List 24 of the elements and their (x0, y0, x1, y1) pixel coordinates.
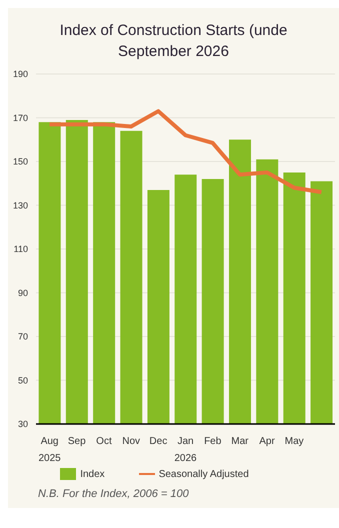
x-tick-label: Oct (96, 436, 112, 447)
y-tick-label: 170 (12, 112, 28, 123)
y-tick-label: 130 (12, 200, 28, 210)
x-tick-label: May (284, 436, 304, 447)
y-tick-label: 30 (18, 419, 28, 430)
x-tick-label: Feb (204, 436, 222, 447)
y-tick-label: 90 (18, 288, 28, 298)
y-tick-label: 190 (12, 69, 28, 80)
legend-label: Seasonally Adjusted (158, 468, 249, 480)
legend-label: Index (80, 468, 105, 480)
y-tick-label: 70 (18, 332, 28, 342)
y-tick-label: 50 (18, 375, 28, 386)
x-tick-label: Dec (149, 436, 168, 447)
x-tick-label: Sep (68, 436, 86, 447)
x-tick-label: Aug 2025 (38, 436, 62, 464)
x-tick-label: Apr (259, 436, 276, 447)
x-tick-label: Jan 2026 (174, 436, 198, 464)
chart-title: Index of Construction Starts (unde September 2026 (58, 21, 288, 62)
x-tick-label: Nov (122, 436, 140, 447)
y-tick-label: 110 (14, 244, 28, 254)
text: N.B. For the Index, 2006 = 100 (37, 487, 190, 502)
x-tick-label: Mar (231, 436, 250, 447)
line-series (48, 109, 324, 194)
y-tick-label: 150 (12, 156, 28, 167)
